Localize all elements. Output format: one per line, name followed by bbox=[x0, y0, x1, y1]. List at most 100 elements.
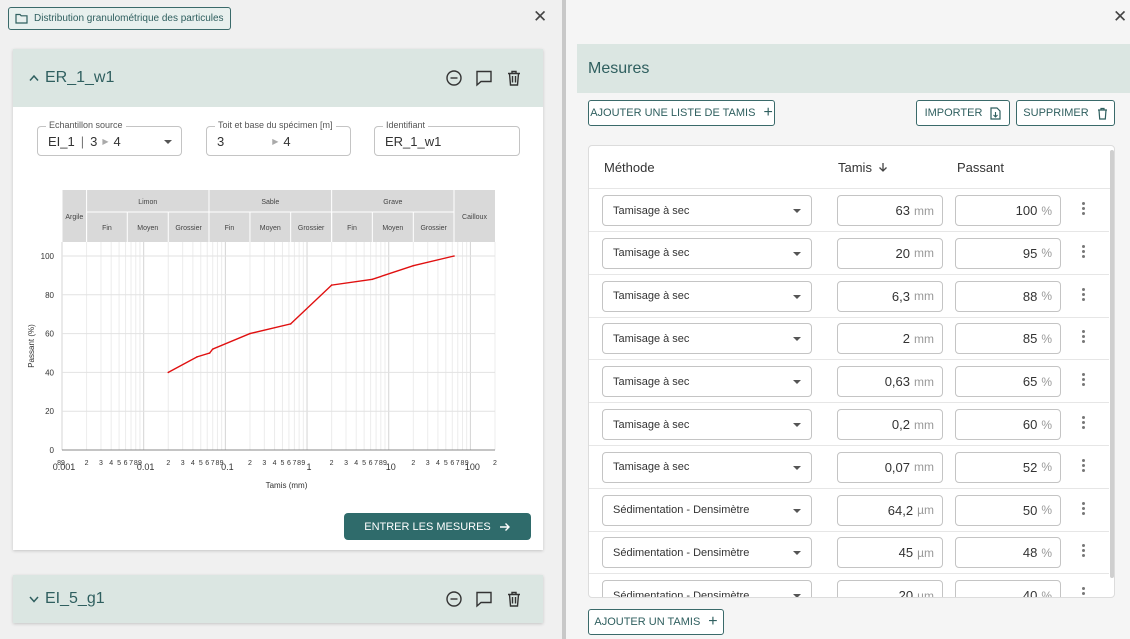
chevron-down-icon bbox=[793, 380, 801, 385]
chevron-down-icon bbox=[793, 423, 801, 427]
identifier-field[interactable]: Identifiant ER_1_w1 bbox=[374, 120, 520, 156]
chevron-down-icon bbox=[793, 251, 801, 256]
source-sample-select[interactable]: Echantillon source EI_1 | 3 ▶ 4 bbox=[37, 120, 182, 156]
passing-input[interactable]: 52% bbox=[955, 451, 1061, 483]
more-vert-icon[interactable] bbox=[1082, 544, 1086, 558]
card-header[interactable]: EI_5_g1 bbox=[13, 575, 543, 623]
method-select[interactable]: Tamisage à sec bbox=[602, 366, 812, 398]
panel-splitter[interactable] bbox=[562, 0, 566, 639]
import-button[interactable]: IMPORTER bbox=[916, 100, 1010, 126]
method-select[interactable]: Tamisage à sec bbox=[602, 451, 812, 483]
method-select[interactable]: Sédimentation - Densimètre bbox=[602, 537, 812, 569]
card-header[interactable]: ER_1_w1 bbox=[13, 49, 543, 107]
triangle-right-icon: ▶ bbox=[272, 136, 279, 146]
sieve-input[interactable]: 2 mm bbox=[837, 323, 943, 355]
more-vert-icon[interactable] bbox=[1082, 458, 1086, 472]
delete-button[interactable]: SUPPRIMER bbox=[1016, 100, 1115, 126]
chevron-down-icon bbox=[793, 551, 801, 556]
x-tick-label: 0.01 bbox=[137, 462, 155, 472]
sieve-input[interactable]: 0,07 mm bbox=[837, 451, 943, 483]
x-tick-label: 5 bbox=[444, 460, 448, 467]
method-select[interactable]: Sédimentation - Densimètre bbox=[602, 494, 812, 526]
chevron-down-icon[interactable] bbox=[29, 595, 39, 603]
arrow-down-icon bbox=[878, 163, 887, 172]
x-tick-label: 5 bbox=[362, 460, 366, 467]
more-vert-icon[interactable] bbox=[1082, 373, 1086, 387]
comment-icon[interactable] bbox=[475, 590, 493, 608]
classification-group-label: Sable bbox=[261, 199, 279, 206]
passing-input[interactable]: 48% bbox=[955, 537, 1061, 569]
sieve-unit: mm bbox=[914, 289, 934, 304]
passing-unit: % bbox=[1041, 289, 1052, 304]
passing-unit: % bbox=[1041, 460, 1052, 475]
trash-icon[interactable] bbox=[505, 590, 523, 608]
passing-input[interactable]: 100% bbox=[955, 195, 1061, 226]
more-vert-icon[interactable] bbox=[1082, 416, 1086, 429]
sieve-input[interactable]: 63 mm bbox=[837, 195, 943, 226]
classification-group-label: Grave bbox=[383, 199, 402, 206]
passing-unit: % bbox=[1041, 246, 1052, 261]
x-tick-label: 3 bbox=[262, 460, 266, 467]
method-select[interactable]: Sédimentation - Densimètre bbox=[602, 580, 812, 597]
sieve-column-header[interactable]: Tamis bbox=[838, 160, 889, 175]
passing-input[interactable]: 40% bbox=[955, 580, 1061, 597]
sieve-input[interactable]: 6,3 mm bbox=[837, 280, 943, 312]
x-tick-label: 4 bbox=[191, 460, 195, 467]
chevron-down-icon bbox=[793, 594, 801, 597]
add-sieve-list-button[interactable]: AJOUTER UNE LISTE DE TAMIS + bbox=[588, 100, 775, 126]
passing-value: 88 bbox=[1022, 288, 1038, 304]
method-value: Tamisage à sec bbox=[613, 290, 690, 303]
method-select[interactable]: Tamisage à sec bbox=[602, 237, 812, 269]
chevron-down-icon bbox=[793, 465, 801, 470]
y-axis-label: Passant (%) bbox=[27, 324, 36, 368]
passing-input[interactable]: 85% bbox=[955, 323, 1061, 355]
table-scrollbar[interactable] bbox=[1110, 150, 1114, 578]
sieve-input[interactable]: 0,63 mm bbox=[837, 366, 943, 398]
more-vert-icon[interactable] bbox=[1082, 501, 1086, 515]
passing-input[interactable]: 88% bbox=[955, 280, 1061, 312]
method-select[interactable]: Tamisage à sec bbox=[602, 323, 812, 355]
add-sieve-label: AJOUTER UN TAMIS bbox=[594, 616, 701, 628]
chevron-down-icon bbox=[793, 294, 801, 299]
enter-measures-button[interactable]: ENTRER LES MESURES bbox=[344, 513, 531, 540]
close-icon[interactable]: ✕ bbox=[533, 7, 548, 26]
specimen-depth-field[interactable]: Toit et base du spécimen [m] 3 ▶ 4 bbox=[206, 120, 351, 156]
passing-input[interactable]: 60% bbox=[955, 409, 1061, 440]
passing-input[interactable]: 50% bbox=[955, 494, 1061, 526]
report-chip[interactable]: Distribution granulométrique des particu… bbox=[8, 7, 231, 30]
trash-icon[interactable] bbox=[505, 69, 523, 87]
table-row: Sédimentation - Densimètre 45 µm 48% bbox=[589, 531, 1109, 575]
minus-circle-icon[interactable] bbox=[445, 590, 463, 608]
method-column-header[interactable]: Méthode bbox=[604, 160, 655, 175]
chevron-down-icon bbox=[793, 508, 801, 513]
more-vert-icon[interactable] bbox=[1082, 587, 1086, 597]
passing-unit: % bbox=[1041, 503, 1052, 518]
passing-input[interactable]: 65% bbox=[955, 366, 1061, 398]
x-tick-label: 7 bbox=[374, 460, 378, 467]
more-vert-icon[interactable] bbox=[1082, 287, 1086, 301]
sieve-input[interactable]: 0,2 mm bbox=[837, 409, 943, 440]
y-tick-label: 40 bbox=[45, 368, 54, 377]
close-icon[interactable]: ✕ bbox=[1113, 7, 1128, 26]
sieve-value: 45 bbox=[898, 545, 914, 561]
table-row: Tamisage à sec 2 mm 85% bbox=[589, 317, 1109, 361]
data-point bbox=[208, 352, 211, 354]
comment-icon[interactable] bbox=[475, 69, 493, 87]
add-sieve-button[interactable]: AJOUTER UN TAMIS + bbox=[588, 609, 724, 635]
method-select[interactable]: Tamisage à sec bbox=[602, 409, 812, 440]
chevron-up-icon[interactable] bbox=[29, 74, 39, 82]
left-panel: Distribution granulométrique des particu… bbox=[0, 0, 562, 639]
more-vert-icon[interactable] bbox=[1082, 244, 1086, 258]
passing-input[interactable]: 95% bbox=[955, 237, 1061, 269]
minus-circle-icon[interactable] bbox=[445, 69, 463, 87]
classification-subgroup-label: Moyen bbox=[137, 225, 158, 232]
sieve-input[interactable]: 64,2 µm bbox=[837, 494, 943, 526]
method-select[interactable]: Tamisage à sec bbox=[602, 195, 812, 226]
sieve-input[interactable]: 20 µm bbox=[837, 580, 943, 597]
sieve-input[interactable]: 45 µm bbox=[837, 537, 943, 569]
more-vert-icon[interactable] bbox=[1082, 202, 1086, 215]
method-select[interactable]: Tamisage à sec bbox=[602, 280, 812, 312]
more-vert-icon[interactable] bbox=[1082, 330, 1086, 344]
sieve-input[interactable]: 20 mm bbox=[837, 237, 943, 269]
passing-column-header[interactable]: Passant bbox=[957, 160, 1004, 175]
